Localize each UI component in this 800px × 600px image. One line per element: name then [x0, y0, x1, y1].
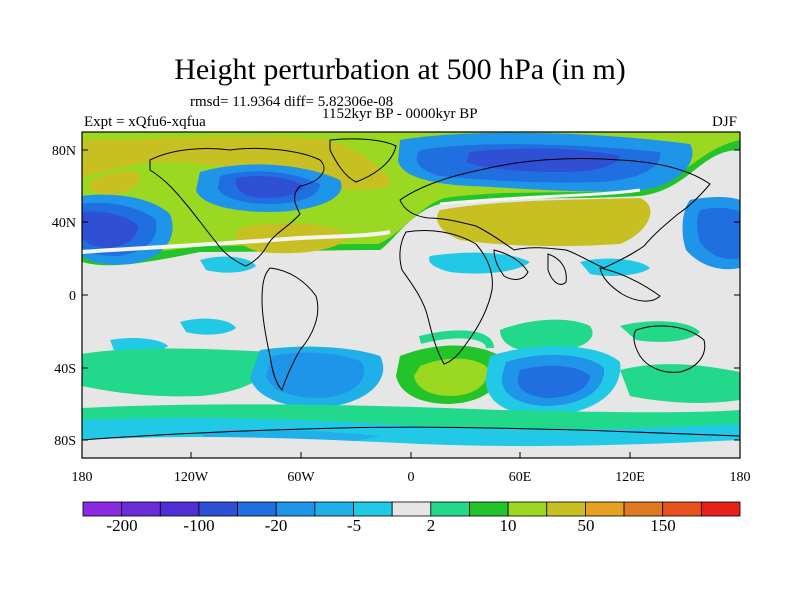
colorbar-box	[391, 501, 432, 517]
colorbar-box	[623, 501, 664, 517]
colorbar-box	[275, 501, 316, 517]
colorbar-box	[82, 501, 123, 517]
colorbar-box	[507, 501, 548, 517]
colorbar-box	[159, 501, 200, 517]
colorbar-box	[700, 501, 741, 517]
colorbar	[82, 501, 741, 517]
colorbar-label: -100	[183, 516, 215, 535]
lon-tick-120w: 120W	[174, 470, 209, 485]
experiment-label: Expt = xQfu6-xqfua	[84, 114, 206, 130]
height-anomaly-field	[82, 132, 740, 458]
lon-tick-0: 0	[408, 470, 415, 485]
colorbar-box	[469, 501, 509, 517]
period-label: 1152kyr BP - 0000kyr BP	[322, 106, 478, 122]
colorbar-box	[353, 501, 393, 517]
colorbar-box	[237, 501, 277, 517]
season-label: DJF	[712, 114, 738, 130]
lat-tick-80n: 80N	[52, 144, 76, 159]
colorbar-label: 50	[577, 516, 595, 535]
map-title: Height perturbation at 500 hPa (in m)	[174, 53, 626, 86]
colorbar-label: -20	[264, 516, 288, 535]
lat-tick-0: 0	[69, 289, 76, 304]
colorbar-box	[198, 501, 238, 517]
colorbar-box	[546, 501, 586, 517]
colorbar-label: -5	[346, 516, 362, 535]
lat-tick-40n: 40N	[52, 216, 76, 231]
colorbar-box	[121, 501, 161, 517]
lon-tick-180w: 180	[72, 470, 93, 485]
lon-tick-180e: 180	[730, 470, 751, 485]
lat-tick-40s: 40S	[54, 362, 76, 377]
colorbar-box	[662, 501, 702, 517]
colorbar-box	[430, 501, 470, 517]
coastlines	[82, 138, 740, 441]
colorbar-label: 10	[499, 516, 517, 535]
lon-tick-120e: 120E	[615, 470, 645, 485]
rmsd-stats: rmsd= 11.9364 diff= 5.82306e-08	[190, 94, 394, 110]
lat-tick-80s: 80S	[54, 434, 76, 449]
colorbar-label: 150	[650, 516, 676, 535]
lon-tick-60w: 60W	[287, 470, 315, 485]
colorbar-box	[585, 501, 625, 517]
colorbar-label: -200	[106, 516, 138, 535]
lon-tick-60e: 60E	[509, 470, 532, 485]
colorbar-box	[314, 501, 354, 517]
colorbar-label: 2	[426, 516, 436, 535]
